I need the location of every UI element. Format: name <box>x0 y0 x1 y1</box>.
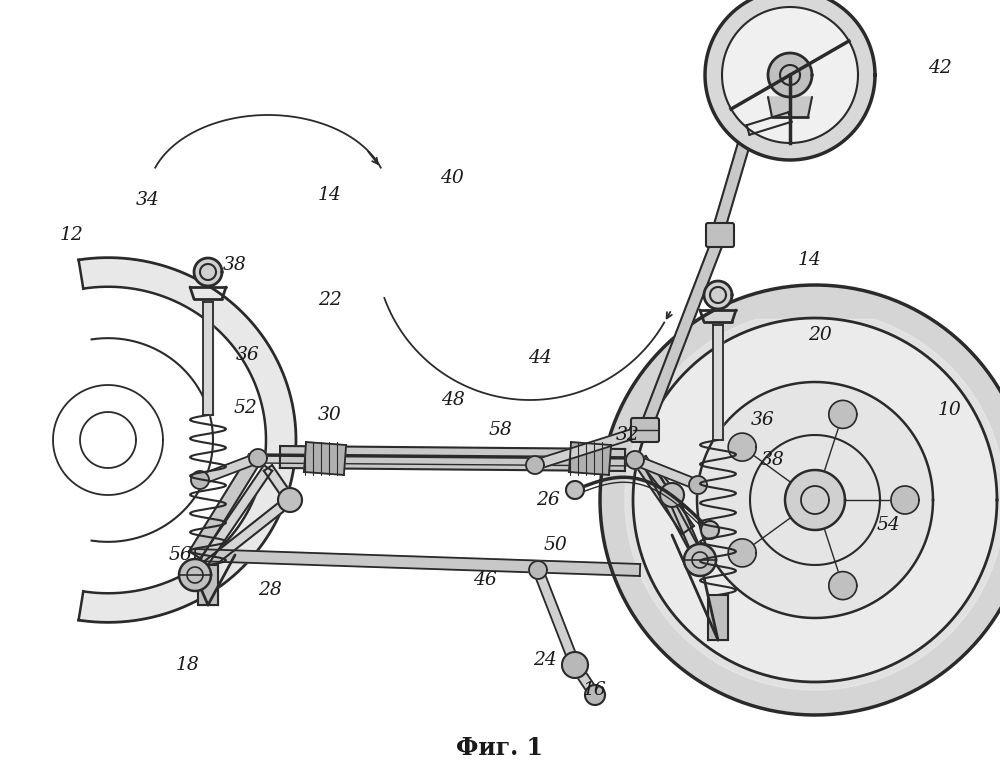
Polygon shape <box>714 128 754 227</box>
Polygon shape <box>697 382 933 618</box>
Text: 10: 10 <box>938 401 962 419</box>
Text: 40: 40 <box>440 169 464 187</box>
Polygon shape <box>533 569 580 667</box>
Polygon shape <box>571 662 599 698</box>
Polygon shape <box>264 465 294 503</box>
Polygon shape <box>646 465 704 562</box>
Polygon shape <box>194 258 222 286</box>
Text: 42: 42 <box>928 59 952 77</box>
Text: 48: 48 <box>441 391 465 409</box>
Polygon shape <box>562 652 588 678</box>
Text: 14: 14 <box>798 251 822 269</box>
Polygon shape <box>639 233 726 432</box>
Text: 38: 38 <box>223 256 247 274</box>
Polygon shape <box>705 0 875 160</box>
Polygon shape <box>179 559 211 591</box>
Text: 24: 24 <box>533 651 557 669</box>
Text: 28: 28 <box>258 581 282 599</box>
Polygon shape <box>891 486 919 514</box>
Text: 14: 14 <box>318 186 342 204</box>
Text: Фиг. 1: Фиг. 1 <box>456 736 544 760</box>
Polygon shape <box>79 257 296 622</box>
Text: 16: 16 <box>583 681 607 699</box>
Text: 52: 52 <box>233 399 257 417</box>
Polygon shape <box>633 318 997 682</box>
Polygon shape <box>660 483 684 507</box>
Text: 32: 32 <box>616 426 640 444</box>
Polygon shape <box>626 451 644 469</box>
Polygon shape <box>633 455 700 490</box>
Polygon shape <box>280 446 625 471</box>
Text: 56: 56 <box>168 546 192 564</box>
Polygon shape <box>569 442 611 475</box>
Polygon shape <box>728 539 756 567</box>
Text: 54: 54 <box>876 516 900 534</box>
Polygon shape <box>646 464 676 498</box>
Polygon shape <box>747 113 791 135</box>
Text: 34: 34 <box>136 191 160 209</box>
Polygon shape <box>684 544 716 576</box>
Polygon shape <box>701 521 719 539</box>
Text: 38: 38 <box>761 451 785 469</box>
Text: 36: 36 <box>236 346 260 364</box>
Polygon shape <box>198 454 260 485</box>
Polygon shape <box>533 425 647 470</box>
Text: 22: 22 <box>318 291 342 309</box>
Text: 44: 44 <box>528 349 552 367</box>
Polygon shape <box>768 53 812 97</box>
Polygon shape <box>198 565 218 605</box>
Polygon shape <box>255 455 640 466</box>
Text: 50: 50 <box>543 536 567 554</box>
Polygon shape <box>304 442 346 475</box>
Polygon shape <box>829 572 857 600</box>
Text: 36: 36 <box>751 411 775 429</box>
Polygon shape <box>191 471 209 489</box>
Polygon shape <box>526 456 544 474</box>
Polygon shape <box>768 97 812 117</box>
Polygon shape <box>203 302 213 415</box>
Polygon shape <box>829 400 857 429</box>
Polygon shape <box>278 488 302 512</box>
Polygon shape <box>529 561 547 579</box>
Text: 26: 26 <box>536 491 560 509</box>
Polygon shape <box>713 325 723 440</box>
Polygon shape <box>192 496 293 579</box>
Text: 58: 58 <box>488 421 512 439</box>
Polygon shape <box>189 454 261 558</box>
Polygon shape <box>722 7 858 143</box>
Polygon shape <box>785 470 845 530</box>
Text: 46: 46 <box>473 571 497 589</box>
Polygon shape <box>625 319 1000 690</box>
Polygon shape <box>689 476 707 494</box>
Polygon shape <box>585 685 605 705</box>
Polygon shape <box>191 465 272 578</box>
Text: 20: 20 <box>808 326 832 344</box>
Polygon shape <box>704 281 732 309</box>
FancyBboxPatch shape <box>706 223 734 247</box>
Text: 30: 30 <box>318 406 342 424</box>
FancyBboxPatch shape <box>631 418 659 442</box>
Polygon shape <box>634 456 694 534</box>
Text: 18: 18 <box>176 656 200 674</box>
Polygon shape <box>667 493 705 562</box>
Polygon shape <box>600 285 1000 715</box>
Polygon shape <box>195 549 640 576</box>
Polygon shape <box>728 433 756 461</box>
Polygon shape <box>708 595 728 640</box>
Polygon shape <box>566 481 584 499</box>
Polygon shape <box>249 449 267 467</box>
Text: 12: 12 <box>60 226 84 244</box>
